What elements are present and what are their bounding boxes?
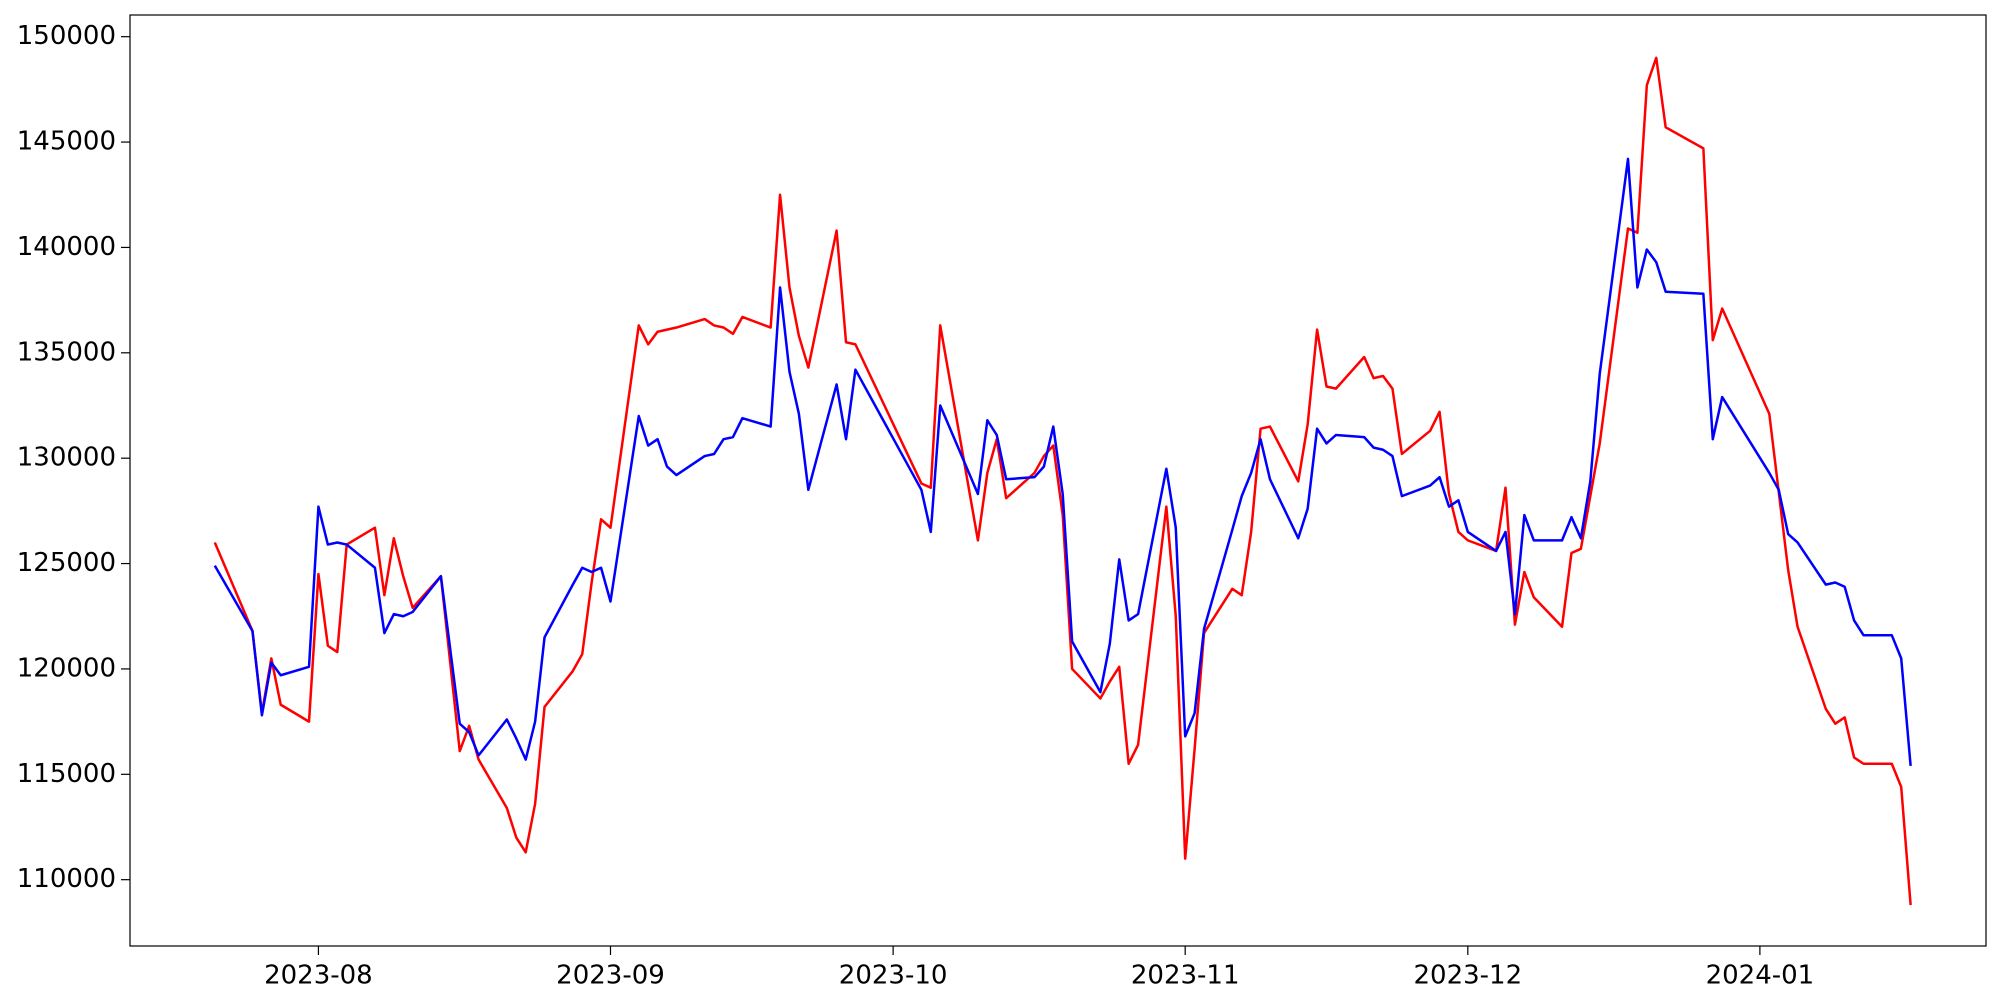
y-tick-label: 110000 — [17, 864, 116, 894]
y-tick-label: 120000 — [17, 653, 116, 683]
y-tick-label: 125000 — [17, 548, 116, 578]
y-tick-label: 150000 — [17, 21, 116, 51]
y-tick-label: 145000 — [17, 127, 116, 157]
x-tick-label: 2023-09 — [556, 961, 665, 991]
y-tick-label: 130000 — [17, 443, 116, 473]
x-tick-label: 2023-11 — [1131, 961, 1240, 991]
y-tick-label: 135000 — [17, 337, 116, 367]
x-tick-label: 2023-08 — [264, 961, 373, 991]
x-tick-label: 2023-10 — [839, 961, 948, 991]
y-tick-label: 115000 — [17, 759, 116, 789]
line-series — [213, 56, 1912, 906]
y-tick-label: 140000 — [17, 232, 116, 262]
x-tick-label: 2024-01 — [1706, 961, 1815, 991]
x-tick-label: 2023-12 — [1414, 961, 1523, 991]
plot-frame — [129, 14, 1987, 947]
line-series — [213, 157, 1912, 766]
